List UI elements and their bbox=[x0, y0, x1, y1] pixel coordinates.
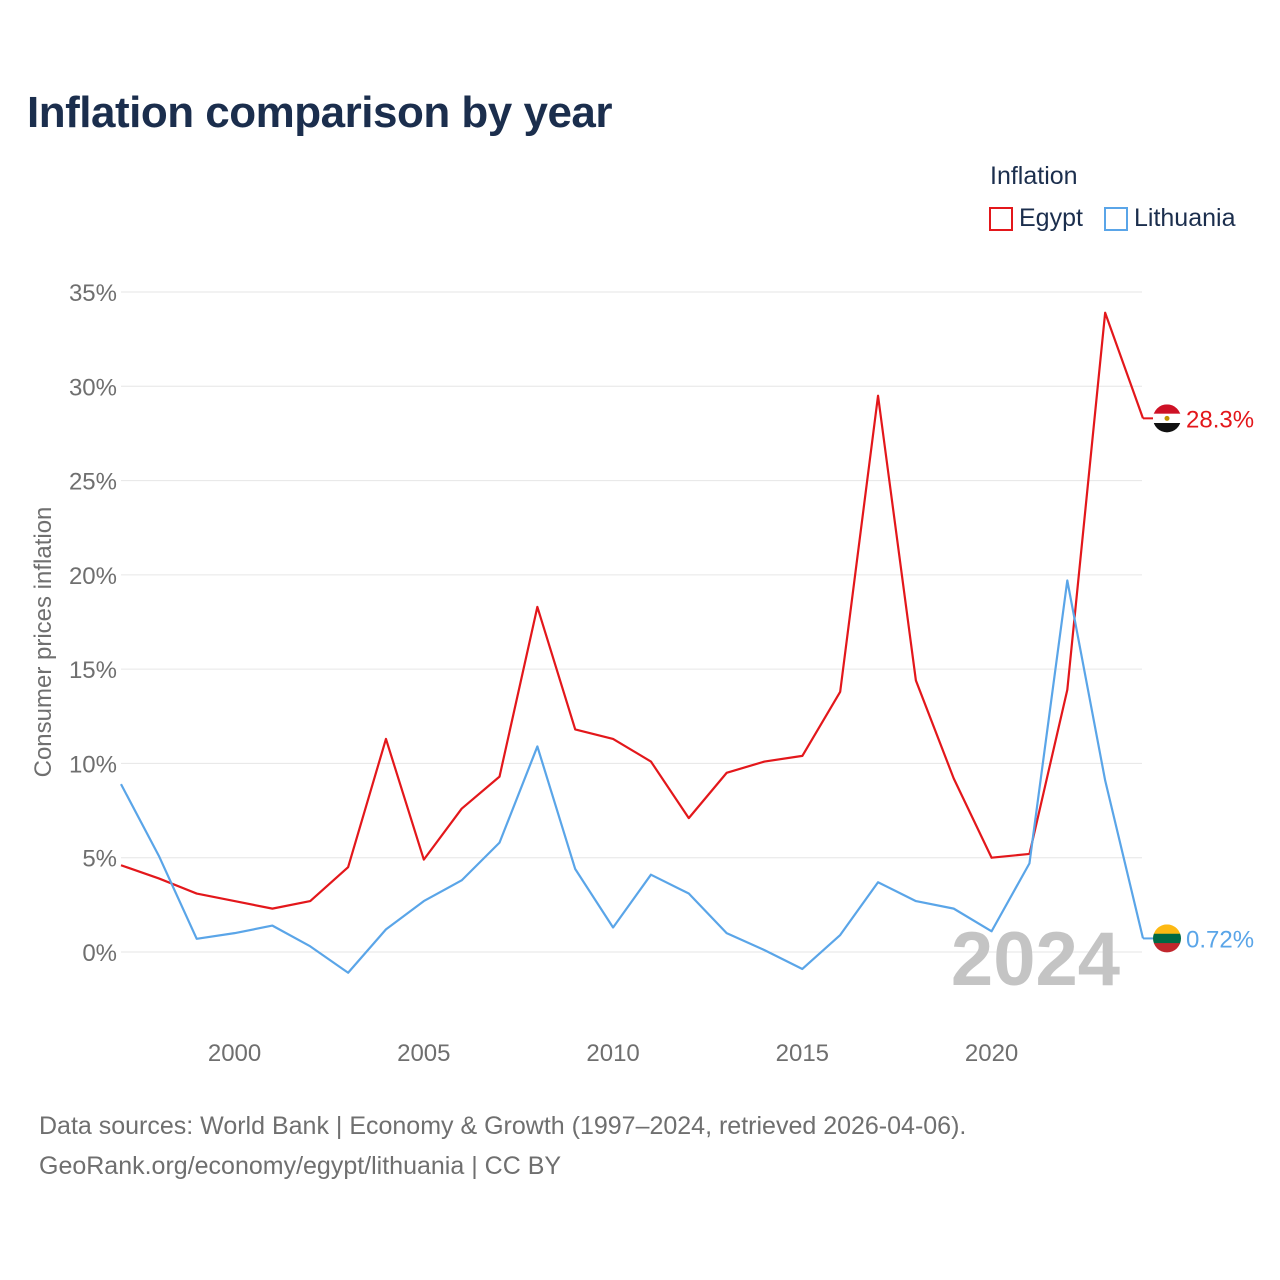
legend-title: Inflation bbox=[990, 162, 1078, 190]
x-tick-label: 2010 bbox=[586, 1040, 639, 1067]
x-tick-label: 2005 bbox=[397, 1040, 450, 1067]
y-tick-labels: 0% 5% 10% 15% 20% 25% 30% 35% bbox=[69, 280, 117, 967]
x-tick-label: 2000 bbox=[208, 1040, 261, 1067]
lithuania-flag bbox=[1153, 924, 1181, 953]
x-tick-label: 2015 bbox=[776, 1040, 829, 1067]
flag-stripe bbox=[1153, 933, 1181, 944]
x-tick-labels: 2000 2005 2010 2015 2020 bbox=[208, 1040, 1018, 1067]
series-line-lithuania bbox=[120, 579, 1145, 974]
x-tick-label: 2020 bbox=[965, 1040, 1018, 1067]
y-tick-label: 5% bbox=[82, 846, 117, 873]
series-end-markers: 28.3% 0.72% bbox=[1143, 404, 1254, 953]
grid-lines bbox=[121, 291, 1142, 953]
end-label-lithuania: 0.72% bbox=[1186, 926, 1254, 953]
chart-title: Inflation comparison by year bbox=[27, 88, 613, 137]
y-tick-label: 35% bbox=[69, 280, 117, 307]
series-line-egypt bbox=[120, 311, 1145, 910]
legend-item-egypt[interactable]: Egypt bbox=[989, 204, 1083, 233]
legend-item-lithuania[interactable]: Lithuania bbox=[1104, 204, 1235, 233]
y-tick-label: 0% bbox=[82, 940, 117, 967]
y-tick-label: 10% bbox=[69, 751, 117, 778]
legend-label-egypt: Egypt bbox=[1019, 204, 1083, 232]
footer-sources: Data sources: World Bank | Economy & Gro… bbox=[39, 1112, 967, 1140]
y-tick-label: 25% bbox=[69, 469, 117, 496]
legend-swatch-egypt bbox=[989, 206, 1013, 231]
line-chart: 0%5%10%15%20%25%30%35% 2000 2005 2010 2015 2… bbox=[30, 280, 1254, 1067]
footer-credit: GeoRank.org/economy/egypt/lithuania | CC… bbox=[39, 1152, 562, 1180]
flag-emblem bbox=[1164, 415, 1170, 421]
legend-label-lithuania: Lithuania bbox=[1134, 204, 1236, 232]
y-tick-label: 15% bbox=[69, 657, 117, 684]
flag-stripe bbox=[1153, 423, 1181, 433]
egypt-flag bbox=[1153, 404, 1181, 433]
flag-stripe bbox=[1153, 943, 1181, 953]
flag-stripe bbox=[1153, 404, 1181, 415]
y-tick-label: 20% bbox=[69, 563, 117, 590]
footer: Data sources: World Bank | Economy & Gro… bbox=[39, 1106, 966, 1186]
flag-stripe bbox=[1153, 924, 1181, 935]
y-tick-label: 30% bbox=[69, 374, 117, 401]
y-axis-label: Consumer prices inflation bbox=[30, 507, 57, 778]
series-lines bbox=[120, 311, 1145, 974]
end-label-egypt: 28.3% bbox=[1186, 406, 1254, 433]
legend-swatch-lithuania bbox=[1104, 206, 1128, 231]
year-watermark: 2024 bbox=[951, 917, 1120, 1002]
